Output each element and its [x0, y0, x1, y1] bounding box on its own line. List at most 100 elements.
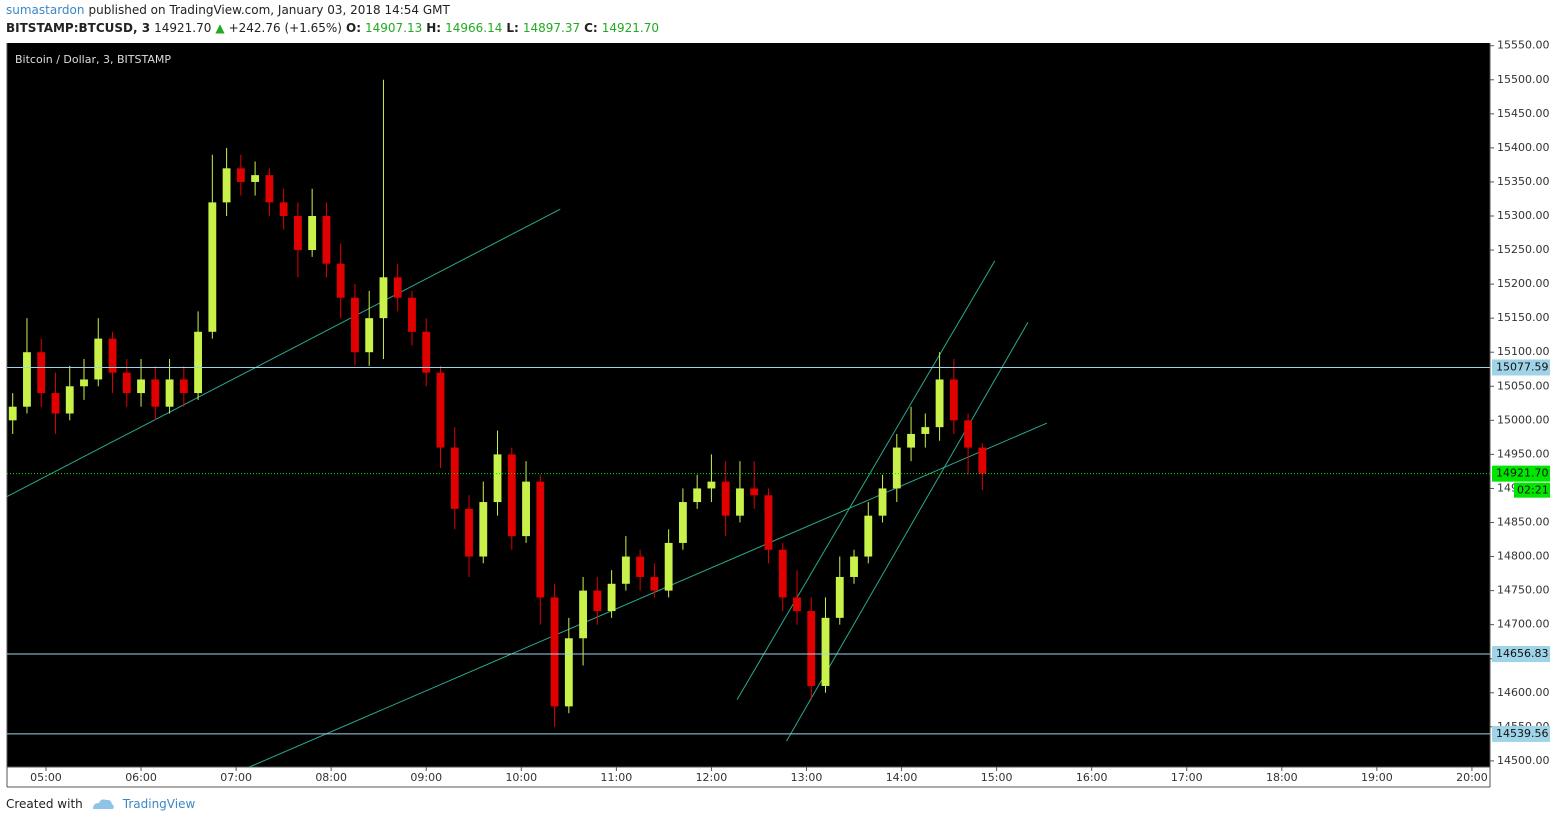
brand-link[interactable]: TradingView	[122, 797, 196, 811]
candle-body	[892, 447, 901, 489]
symbol-line: BITSTAMP:BTCUSD, 3 14921.70 ▲ +242.76 (+…	[6, 21, 659, 35]
y-tick-label: 15400.00	[1497, 141, 1550, 154]
x-tick-label: 19:00	[1361, 771, 1393, 784]
candle-body	[194, 331, 203, 394]
price-label-box	[1492, 725, 1550, 742]
candle-body	[251, 175, 260, 182]
candle-body	[664, 542, 673, 591]
x-tick-label: 12:00	[696, 771, 728, 784]
x-tick-label: 17:00	[1171, 771, 1203, 784]
candle-body	[693, 488, 702, 503]
candle-body	[621, 556, 630, 584]
x-tick-label: 16:00	[1076, 771, 1108, 784]
candle-body	[935, 379, 944, 428]
candle-body	[393, 277, 402, 298]
trend-line	[736, 260, 996, 700]
change: +242.76 (+1.65%)	[228, 21, 342, 35]
candle-body	[23, 352, 31, 407]
low-label: L:	[506, 21, 519, 35]
y-tick-label: 14750.00	[1497, 584, 1550, 597]
candle-body	[322, 215, 331, 264]
y-tick-label: 14850.00	[1497, 515, 1550, 528]
candle-body	[850, 556, 858, 577]
candle-body	[265, 175, 274, 203]
candle-body	[707, 481, 716, 489]
price-label-box	[1492, 646, 1550, 663]
candle-body	[8, 406, 17, 421]
x-tick-label: 08:00	[315, 771, 347, 784]
candle-body	[336, 263, 345, 298]
price-label-box	[1492, 359, 1550, 376]
candle-body	[279, 202, 288, 216]
y-tick-label: 15000.00	[1497, 413, 1550, 426]
candle-body	[793, 597, 801, 612]
candle-body	[122, 372, 131, 394]
candle-body	[165, 379, 174, 407]
price-label: 15077.59	[1496, 360, 1549, 373]
candle-body	[493, 454, 502, 503]
candle-body	[750, 488, 759, 496]
candle-body	[550, 597, 559, 707]
price-label: 14539.56	[1496, 727, 1549, 740]
user-link[interactable]: sumastardon	[6, 3, 85, 17]
y-tick-label: 14950.00	[1497, 447, 1550, 460]
candle-body	[80, 379, 88, 387]
candle-body	[579, 590, 588, 639]
candle-body	[764, 495, 773, 550]
y-tick-label: 14800.00	[1497, 550, 1550, 563]
close-label: C:	[584, 21, 598, 35]
candle-body	[151, 379, 160, 407]
y-tick-label: 15500.00	[1497, 73, 1550, 86]
candle-body	[878, 488, 887, 516]
x-tick-label: 20:00	[1456, 771, 1488, 784]
candle-body	[365, 318, 374, 353]
close-value: 14921.70	[601, 21, 659, 35]
candle-body	[835, 576, 844, 618]
symbol: BITSTAMP:BTCUSD, 3	[6, 21, 151, 35]
chart: Bitcoin / Dollar, 3, BITSTAMP 14500.00 14…	[6, 38, 1550, 788]
x-tick-label: 06:00	[125, 771, 157, 784]
header-line: sumastardon published on TradingView.com…	[6, 3, 450, 17]
candle-body	[65, 386, 74, 414]
y-tick-label: 14500.00	[1497, 754, 1550, 767]
countdown-box	[1514, 482, 1550, 498]
candle-body	[51, 393, 60, 414]
candle-body	[921, 427, 930, 434]
trend-line	[249, 422, 1048, 768]
low-value: 14897.37	[522, 21, 581, 35]
candle-body	[778, 549, 787, 598]
trend-line	[6, 208, 561, 498]
created-text: Created with	[6, 797, 83, 811]
candle-body	[479, 502, 488, 557]
candle-body	[607, 583, 616, 612]
high-label: H:	[426, 21, 442, 35]
candle-body	[108, 338, 117, 373]
x-tick-label: 18:00	[1266, 771, 1298, 784]
price-label: 14656.83	[1496, 647, 1549, 660]
candle-body	[236, 168, 245, 182]
candle-body	[978, 447, 987, 474]
candle-body	[179, 379, 188, 394]
plot-background	[7, 43, 1490, 767]
candle-body	[137, 379, 145, 394]
candle-body	[408, 297, 416, 332]
candle-body	[807, 611, 816, 686]
x-tick-label: 11:00	[601, 771, 633, 784]
x-tick-label: 07:00	[220, 771, 252, 784]
candle-body	[964, 420, 973, 448]
candle-body	[293, 215, 302, 251]
candle-body	[593, 590, 602, 612]
x-tick-label: 09:00	[410, 771, 442, 784]
candle-body	[465, 508, 473, 557]
candle-body	[949, 379, 958, 421]
candle-body	[422, 331, 431, 373]
x-tick-label: 10:00	[505, 771, 537, 784]
candle-body	[37, 352, 46, 394]
footer: Created with TradingView	[6, 797, 195, 811]
candle-body	[721, 481, 730, 516]
candle-body	[351, 297, 359, 353]
y-tick-label: 14700.00	[1497, 618, 1550, 631]
y-tick-label: 15450.00	[1497, 107, 1550, 120]
x-tick-label: 15:00	[981, 771, 1013, 784]
price: 14921.70	[154, 21, 212, 35]
